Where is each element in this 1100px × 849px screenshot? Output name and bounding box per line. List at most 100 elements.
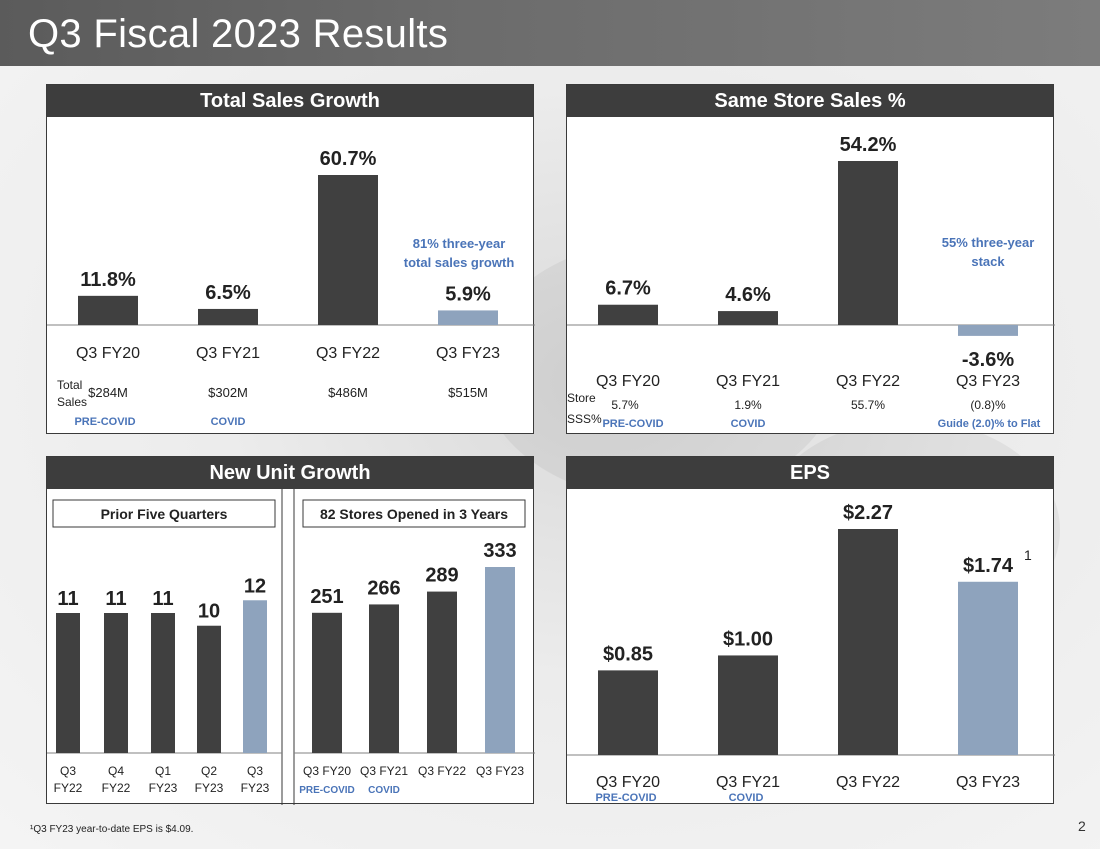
new-unit-growth-header: New Unit Growth [47, 457, 533, 489]
row-value: $284M [88, 385, 128, 400]
page-title: Q3 Fiscal 2023 Results [28, 12, 449, 56]
bar [198, 308, 258, 325]
bar [485, 567, 515, 753]
subtitle-box [302, 499, 526, 528]
bar [838, 529, 898, 755]
data-label: 54.2% [840, 134, 897, 156]
subtitle-box [52, 499, 276, 528]
data-label: $0.85 [603, 643, 653, 665]
annotation: 81% three-year [413, 236, 506, 251]
same-store-sales-header: Same Store Sales % [567, 85, 1053, 117]
data-label: 11 [105, 588, 126, 610]
tick-label: Q3 FY21 [196, 345, 260, 362]
tick-label: Q3 FY23 [436, 345, 500, 362]
row-label: SSS% [567, 412, 602, 426]
tick-label: Q4 [108, 764, 124, 778]
tick-label: Q3 [247, 764, 263, 778]
data-label: 6.5% [205, 282, 251, 304]
data-label: 289 [425, 565, 458, 587]
total-sales-panel: Total Sales Growth 11.8% Q3 FY20 $284M PRE-… [46, 84, 535, 434]
data-label: 251 [310, 586, 343, 608]
bar [718, 655, 778, 755]
data-label: $2.27 [843, 502, 893, 524]
tick-label: Q3 FY21 [360, 764, 408, 778]
tick-label: Q3 FY22 [316, 345, 380, 362]
bar [197, 625, 221, 753]
row-label: Total [57, 378, 82, 392]
bar [56, 613, 80, 753]
tick-label: FY22 [102, 781, 131, 795]
data-label: 333 [483, 540, 516, 562]
footnote: ¹Q3 FY23 year-to-date EPS is $4.09. [30, 824, 194, 835]
new-unit-growth-chart: Prior Five Quarters 11 Q3 FY22 11 Q4 FY22 11 Q1 F… [47, 489, 535, 805]
data-label: 11.8% [80, 269, 136, 291]
tick-label: Q1 [155, 764, 171, 778]
bar [427, 591, 457, 753]
title-bar: Q3 Fiscal 2023 Results [0, 0, 1100, 66]
row-value: 1.9% [734, 398, 762, 412]
data-label: 10 [198, 601, 220, 623]
tick-label: FY22 [54, 781, 83, 795]
tick-label: Q3 FY20 [596, 373, 660, 390]
annotation: 55% three-year [942, 235, 1035, 250]
bar [369, 604, 399, 753]
eps-panel: EPS $0.85 Q3 FY20 PRE-COVID $1.00 Q3 FY21 COV… [566, 456, 1055, 804]
data-label: $1.74 [963, 555, 1014, 577]
total-sales-chart: 11.8% Q3 FY20 $284M PRE-COVID 6.5% Q3 FY21 $30… [47, 148, 535, 428]
tick-label: Q3 FY22 [836, 373, 900, 390]
tick-label: Q3 FY23 [956, 774, 1020, 791]
data-label: 60.7% [320, 148, 377, 170]
bar [243, 600, 267, 753]
tick-label: Q3 FY21 [716, 774, 780, 791]
tick-label: Q3 FY22 [418, 764, 466, 778]
same-store-sales-panel: Same Store Sales % 6.7% Q3 FY20 5.7% PRE-CO… [566, 84, 1055, 434]
new-unit-growth-panel: New Unit Growth Prior Five Quarters 11 Q3 F… [46, 456, 535, 805]
tick-label: FY23 [149, 781, 178, 795]
bar [718, 311, 778, 325]
row-value: $515M [448, 385, 488, 400]
period-tag: Guide (2.0)% to Flat [938, 418, 1041, 430]
bar [598, 670, 658, 755]
row-value: $486M [328, 385, 368, 400]
data-label: 4.6% [725, 284, 771, 306]
tick-label: Q3 FY23 [956, 373, 1020, 390]
bar [438, 310, 498, 325]
bar [958, 325, 1018, 336]
period-tag: COVID [729, 792, 764, 804]
data-label: 11 [57, 588, 78, 610]
period-tag: COVID [368, 785, 400, 796]
data-label: 5.9% [445, 283, 491, 305]
tick-label: Q3 FY20 [303, 764, 351, 778]
bar [78, 295, 138, 325]
period-tag: PRE-COVID [595, 792, 656, 804]
data-label: 266 [367, 577, 400, 599]
tick-label: Q3 FY20 [76, 345, 140, 362]
bar [598, 304, 658, 325]
tick-label: Q3 FY22 [836, 774, 900, 791]
bar [318, 175, 378, 325]
annotation: total sales growth [404, 255, 515, 270]
same-store-sales-chart: 6.7% Q3 FY20 5.7% PRE-COVID 4.6% Q3 FY21 1.9% C… [567, 134, 1055, 430]
total-sales-header: Total Sales Growth [47, 85, 533, 117]
period-tag: PRE-COVID [74, 416, 135, 428]
data-label: 6.7% [605, 278, 651, 300]
data-label: -3.6% [962, 349, 1014, 371]
tick-label: Q3 [60, 764, 76, 778]
bar [958, 581, 1018, 755]
row-value: 5.7% [611, 398, 639, 412]
subtitle: 82 Stores Opened in 3 Years [320, 506, 508, 522]
row-value: $302M [208, 385, 248, 400]
tick-label: Q2 [201, 764, 217, 778]
row-label: Sales [57, 395, 87, 409]
tick-label: Q3 FY23 [476, 764, 524, 778]
bar [104, 613, 128, 753]
subtitle: Prior Five Quarters [101, 506, 228, 522]
row-value: (0.8)% [970, 398, 1006, 412]
period-tag: PRE-COVID [299, 785, 355, 796]
period-tag: COVID [731, 418, 766, 430]
bar [838, 161, 898, 325]
annotation: stack [971, 254, 1005, 269]
superscript-label: 1 [1024, 547, 1032, 563]
data-label: 12 [244, 575, 266, 597]
